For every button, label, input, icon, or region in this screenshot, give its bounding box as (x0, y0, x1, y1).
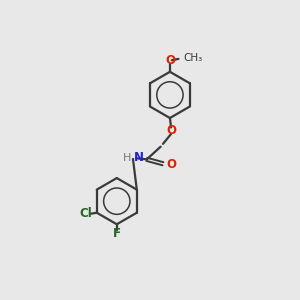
Text: O: O (165, 54, 175, 67)
Text: CH₃: CH₃ (184, 53, 203, 63)
Text: O: O (166, 158, 176, 171)
Text: H: H (122, 152, 131, 163)
Text: O: O (167, 124, 177, 137)
Text: F: F (113, 227, 121, 240)
Text: Cl: Cl (80, 207, 92, 220)
Text: N: N (134, 151, 144, 164)
